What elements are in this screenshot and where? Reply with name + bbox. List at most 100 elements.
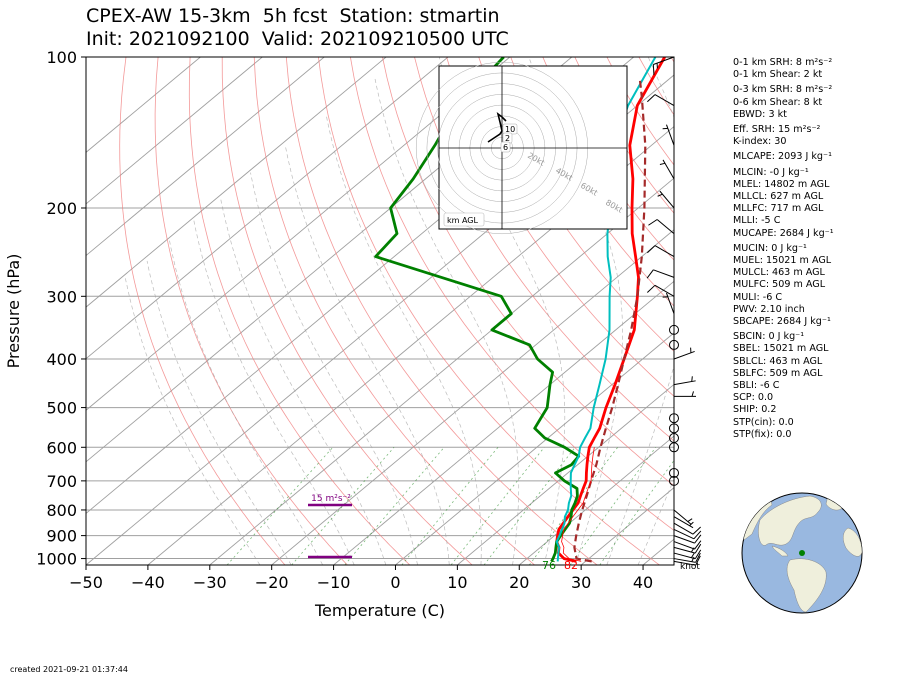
calm-wind-circle [669,324,679,335]
barb-flag [694,549,702,560]
parameter-line: MULCL: 463 m AGL [733,267,825,279]
wind-barb [673,534,702,544]
mixing-ratio-line [528,447,619,565]
srh-label: 15 m²s⁻² [311,494,351,504]
moist-adiabat [193,218,355,565]
isotherm [395,332,674,565]
barb-flag [694,543,702,554]
mixing-ratio-line [226,447,334,565]
wind-barb [673,516,694,529]
barb-half-flag [662,127,668,130]
x-tick-label: −40 [131,573,165,592]
barb-half-flag [687,518,693,522]
temperature-line [555,57,666,563]
globe-land-africa [843,527,862,557]
parameter-line: SBLI: -6 C [733,380,780,392]
x-tick-label: −50 [69,573,103,592]
wind-barb [673,522,701,535]
globe-land-south-america [786,558,827,613]
y-tick-label: 800 [46,501,77,520]
hodograph-height-label: 6 [503,143,508,152]
x-tick-label: −20 [255,573,289,592]
x-tick-label: −30 [193,573,227,592]
dry-adiabat [285,57,598,565]
hodograph-height-label: 10 [505,125,515,134]
barb-flag [695,555,701,566]
barb-staff [673,380,696,386]
barb-staff [673,529,695,540]
moist-adiabat [250,172,418,565]
hodograph-unit-box [443,212,485,227]
parameter-line: MULFC: 509 m AGL [733,279,826,291]
wind-barb [673,347,695,360]
y-tick-label: 1000 [36,550,77,569]
calm-wind-circle [669,475,679,486]
dry-adiabat [446,57,674,397]
barb-flag [692,526,701,535]
barb-half-flag [691,376,693,382]
moist-adiabat [325,114,482,565]
parameter-line: SCP: 0.0 [733,392,774,404]
barb-half-flag [691,556,695,562]
wind-barb [673,509,693,525]
dry-adiabat [154,57,348,565]
y-tick-label: 300 [46,287,77,306]
hodograph-unit-label: km AGL [447,216,479,225]
barb-half-flag [662,296,668,298]
y-tick-label: 400 [46,350,77,369]
y-tick-label: 200 [46,199,77,218]
isotherm [86,57,201,153]
sounding-parameters: 0-1 km SRH: 8 m²s⁻² 0-1 km Shear: 2 kt 0-3… [733,57,834,441]
y-tick-label: 500 [46,399,77,418]
calm-wind-circle [669,339,679,350]
barb-half-flag [657,193,663,197]
wind-barbs [646,56,702,566]
y-tick-label: 900 [46,527,77,546]
dry-adiabat [253,57,535,565]
parameter-line: SHIP: 0.2 [733,404,777,416]
calm-wind-circle [669,423,679,434]
parameter-line: MLLFC: 717 m AGL [733,203,824,215]
isotherm [209,177,674,565]
parameter-line: MLCIN: -0 J kg⁻¹ [733,166,809,178]
wind-barb [652,56,675,75]
y-axis-label: Pressure (hPa) [4,254,23,369]
moist-adiabat [438,57,566,565]
barb-half-flag [656,63,658,69]
parameter-line: STP(fix): 0.0 [733,428,792,440]
moist-adiabat [374,77,520,565]
barb-staff [659,190,675,209]
chart-subtitle: Init: 2021092100 Valid: 202109210500 UTC [86,28,509,50]
barb-flag [648,219,658,226]
moist-adiabat [284,145,450,565]
barb-staff [673,560,696,566]
barb-flag [694,534,702,544]
parameter-line: MLLI: -5 C [733,215,781,227]
isotherm [147,125,674,565]
moist-adiabat [219,196,387,565]
parameter-line: K-index: 30 [733,136,787,148]
wind-barb [673,555,701,566]
wind-barb [648,219,675,235]
globe-land-north-america [758,495,822,546]
barb-flag [646,269,654,279]
parameter-line: STP(cin): 0.0 [733,416,794,428]
barb-flag [695,552,701,563]
created-timestamp: created 2021-09-21 01:37:44 [10,665,128,674]
parameter-line: MUEL: 15021 m AGL [733,255,832,267]
x-tick-label: 20 [509,573,529,592]
isotherm [271,229,674,565]
parameter-line: 0-3 km SRH: 8 m²s⁻² [733,84,833,96]
moist-adiabat [168,238,323,565]
isotherm [457,383,674,565]
dry-adiabat [382,57,674,487]
dry-adiabat [350,57,674,531]
wind-barb [659,159,675,180]
wind-barb [674,391,696,397]
mixing-ratio-line [450,447,545,565]
parameter-line: SBCAPE: 2684 J kg⁻¹ [733,316,831,328]
wind-barb [673,540,702,550]
wind-barb [646,269,675,279]
